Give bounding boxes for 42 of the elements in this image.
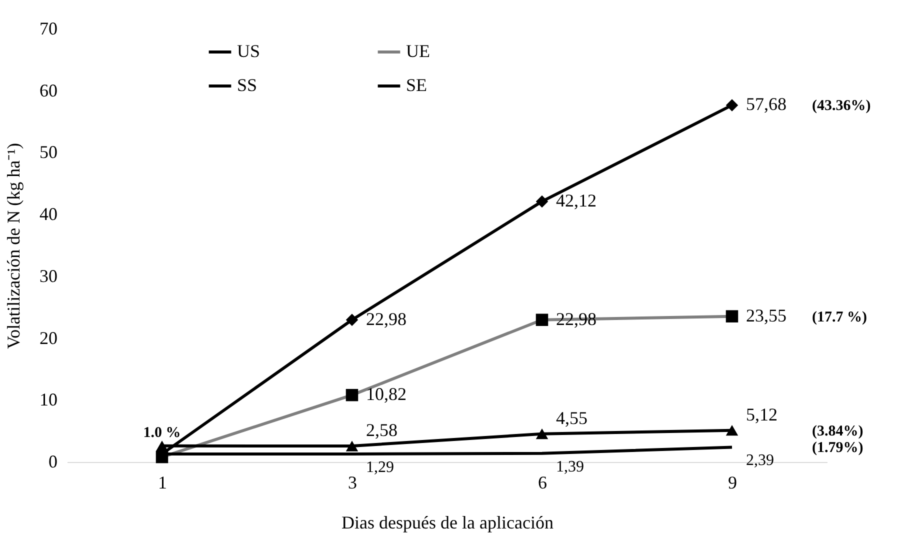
legend-label: SE <box>406 75 428 95</box>
annotation: (1.79%) <box>812 440 864 456</box>
x-tick-label: 3 <box>348 472 357 492</box>
y-tick-label: 60 <box>40 80 58 100</box>
data-label: 10,82 <box>366 384 406 404</box>
point <box>346 314 358 326</box>
data-label: 1,29 <box>366 459 394 476</box>
x-tick-label: 6 <box>538 472 547 492</box>
point <box>536 428 548 440</box>
data-label: 22,98 <box>556 308 596 329</box>
data-label: 57,68 <box>746 94 786 114</box>
point <box>726 425 738 436</box>
data-label: 2,58 <box>366 420 398 440</box>
y-tick-label: 30 <box>40 266 58 286</box>
data-label: 22,98 <box>366 308 406 329</box>
y-tick-label: 10 <box>40 390 58 410</box>
data-label: 42,12 <box>556 190 596 210</box>
y-tick-label: 70 <box>40 18 58 38</box>
annotation: 1.0 % <box>143 424 181 441</box>
y-axis-title: Volatilización de N (kg ha⁻¹) <box>4 142 24 350</box>
y-tick-label: 50 <box>40 142 58 162</box>
data-label: 1,39 <box>556 458 584 476</box>
point <box>156 440 168 452</box>
x-tick-label: 1 <box>158 472 167 492</box>
y-tick-label: 40 <box>40 204 58 224</box>
x-axis-title: Dias después de la aplicación <box>342 512 554 532</box>
legend-label: US <box>237 41 260 61</box>
annotation: (43.36%) <box>812 98 871 114</box>
annotation: (17.7 %) <box>812 309 867 326</box>
data-label: 4,55 <box>556 408 588 428</box>
data-label: 5,12 <box>746 404 778 424</box>
point <box>726 99 738 112</box>
y-tick-label: 0 <box>48 452 58 472</box>
y-tick-label: 20 <box>40 328 58 348</box>
legend-label: UE <box>406 41 430 61</box>
point <box>536 195 548 208</box>
data-label: 2,39 <box>746 452 774 470</box>
data-label: 23,55 <box>746 305 786 326</box>
annotation: (3.84%) <box>812 423 864 440</box>
point <box>346 440 358 452</box>
legend-label: SS <box>237 75 258 95</box>
x-tick-label: 9 <box>728 472 737 492</box>
